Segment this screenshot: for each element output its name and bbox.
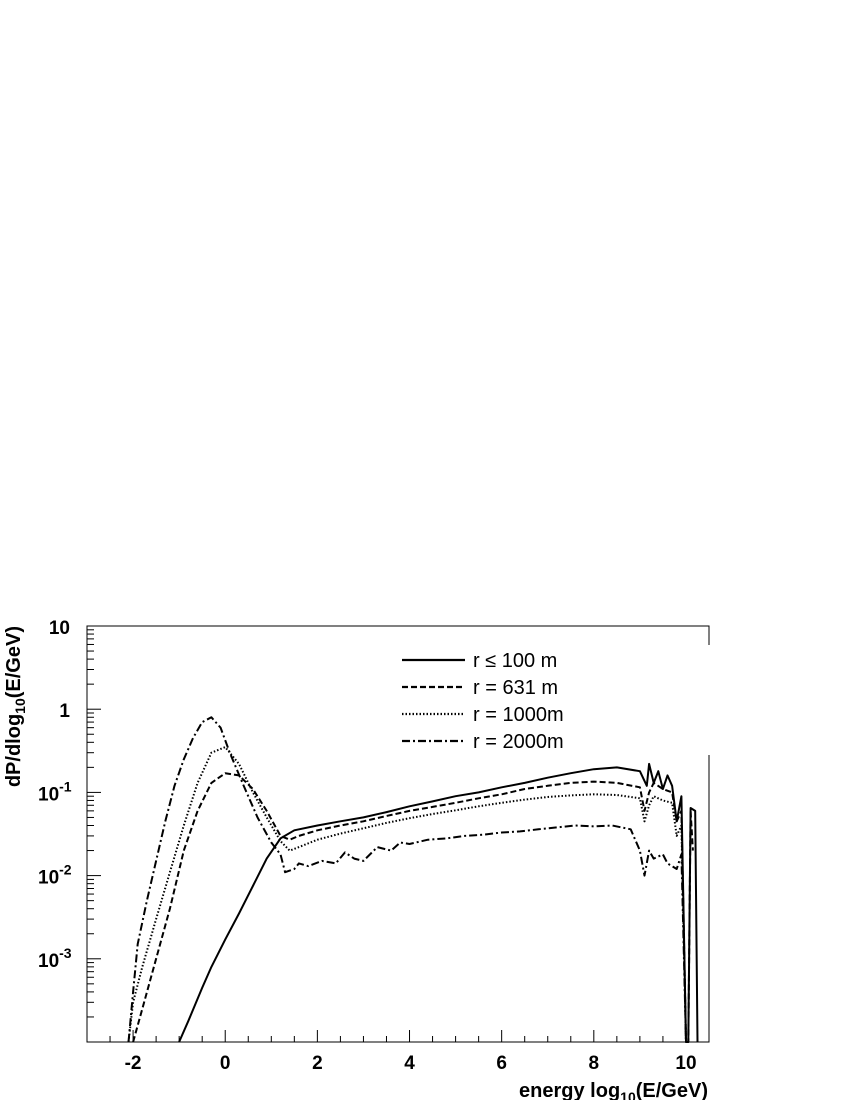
series-line-dotted: [127, 746, 687, 1043]
plot-frame: [86, 625, 710, 1043]
x-tick-label: 4: [404, 1053, 415, 1074]
y-axis-label: dP/dlog10(E/GeV): [3, 626, 28, 787]
legend-label: r = 1000m: [473, 704, 564, 726]
x-tick-label: -2: [125, 1053, 142, 1074]
x-tick-label: 8: [589, 1053, 600, 1074]
y-tick-label: 10-3: [38, 945, 72, 972]
series-layer: [127, 716, 699, 1043]
y-tick-label: 10: [49, 618, 70, 639]
legend-label: r = 631 m: [473, 677, 558, 699]
legend-label: r ≤ 100 m: [473, 650, 557, 672]
x-axis-label: energy log10(E/GeV): [519, 1080, 708, 1100]
legend-box: [395, 645, 710, 755]
series-line-dashed: [132, 772, 694, 1043]
y-tick-label: 10-2: [38, 862, 72, 889]
series-line-dashdot: [127, 716, 687, 1043]
y-tick-label: 1: [59, 701, 70, 722]
x-tick-label: 10: [675, 1053, 696, 1074]
legend: r ≤ 100 m r = 631 m r = 1000m r = 2000m: [395, 645, 710, 755]
x-tick-label: 0: [220, 1053, 231, 1074]
x-tick-label: 2: [312, 1053, 323, 1074]
y-tick-label: 10-1: [38, 778, 72, 805]
series-line-solid: [178, 762, 699, 1043]
x-tick-label: 6: [496, 1053, 507, 1074]
legend-label: r = 2000m: [473, 731, 564, 753]
tick-labels: -2 0 2 4 6 8 10 10 1 10-1 10-2 10-3: [38, 618, 697, 1074]
axis-ticks: [86, 625, 710, 1043]
